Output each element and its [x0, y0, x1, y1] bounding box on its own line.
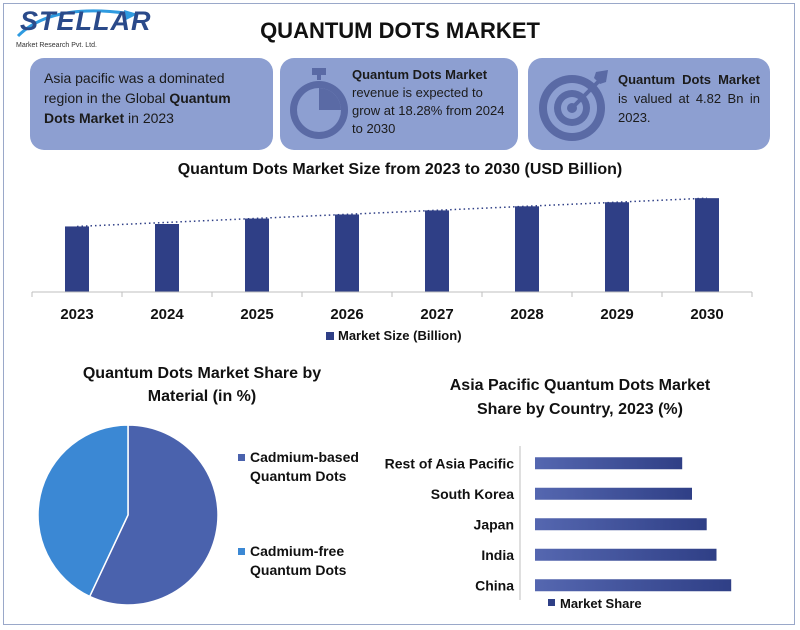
legend-swatch-market-size	[326, 332, 334, 340]
x-tick-label: 2029	[600, 306, 633, 323]
legend-label-market-size: Market Size (Billion)	[338, 328, 462, 343]
x-tick-label: 2023	[60, 306, 93, 323]
infographic-frame	[3, 3, 795, 625]
y-tick-label: South Korea	[431, 486, 514, 502]
hbar-india	[535, 548, 717, 561]
hbar-japan	[535, 518, 707, 531]
card-value-text-bold: Quantum Dots Market	[618, 72, 760, 87]
x-tick-label: 2026	[330, 306, 363, 323]
y-tick-label: India	[481, 547, 514, 563]
bar-2028	[515, 206, 539, 292]
x-tick-label: 2027	[420, 306, 453, 323]
card-region-text-post: in 2023	[124, 110, 174, 126]
card-growth-text: Quantum Dots Market revenue is expected …	[352, 66, 512, 138]
legend-label-cadmium-free-line1: Cadmium-free	[250, 543, 344, 559]
legend-label-market-share: Market Share	[560, 596, 642, 611]
legend-label-cadmium-based-line2: Quantum Dots	[250, 468, 347, 484]
pie-slice-cadmium-based	[88, 424, 219, 606]
x-tick-label: 2025	[240, 306, 273, 323]
bar-2026	[335, 214, 359, 292]
pie-slice-cadmium-free	[37, 424, 129, 598]
x-tick-label: 2030	[690, 306, 723, 323]
country-share-chart-title: Asia Pacific Quantum Dots Market Share b…	[449, 377, 711, 418]
card-region-text-pre: Asia pacific was a dominated region in t…	[44, 70, 225, 106]
card-growth-text-post: revenue is expected to grow at 18.28% fr…	[352, 85, 505, 136]
y-tick-label: China	[475, 577, 514, 593]
country-share-bar-chart: Rest of Asia Pacific South Korea Japan Indi…	[385, 446, 732, 611]
page-title: QUANTUM DOTS MARKET	[260, 18, 540, 43]
card-region-text: Asia pacific was a dominated region in t…	[44, 68, 259, 128]
bar-2029	[605, 202, 629, 292]
bar-2025	[245, 218, 269, 292]
info-card-growth: Quantum Dots Market revenue is expected …	[280, 58, 518, 150]
y-tick-label: Rest of Asia Pacific	[385, 455, 515, 471]
material-share-chart-title: Quantum Dots Market Share by Material (i…	[82, 365, 322, 405]
card-value-text: Quantum Dots Market is valued at 4.82 Bn…	[618, 70, 760, 127]
info-card-value: Quantum Dots Market is valued at 4.82 Bn…	[528, 58, 770, 150]
bar-2023	[65, 226, 89, 292]
legend-swatch-market-share	[548, 599, 555, 606]
hbar-china	[535, 579, 732, 592]
legend-label-cadmium-based-line1: Cadmium-based	[250, 449, 359, 465]
card-value-text-post: is valued at 4.82 Bn in 2023.	[618, 91, 760, 125]
x-tick-label: 2028	[510, 306, 543, 323]
target-icon	[539, 70, 608, 141]
legend-swatch-cadmium-free	[238, 548, 245, 555]
stellar-logo: STELLAR Market Research Pvt. Ltd.	[12, 6, 152, 54]
info-card-region: Asia pacific was a dominated region in t…	[30, 58, 273, 150]
legend-swatch-cadmium-based	[238, 454, 245, 461]
y-tick-label: Japan	[474, 516, 514, 532]
logo-swoosh-icon	[16, 9, 138, 38]
market-size-bar-chart: 2023 2024 2025 2026 2027 2028 2029 2030 Market …	[31, 197, 753, 343]
x-tick-label: 2024	[150, 306, 184, 323]
logo-wordmark: STELLAR	[20, 6, 152, 36]
stopwatch-icon	[290, 68, 348, 139]
card-region-text-bold: Quantum Dots Market	[44, 90, 231, 126]
hbar-rest-of-asia-pacific	[535, 457, 683, 470]
trendline	[76, 197, 708, 228]
bar-2030	[695, 198, 719, 292]
card-growth-text-bold: Quantum Dots Market	[352, 67, 488, 82]
bar-2024	[155, 224, 179, 292]
hbar-south-korea	[535, 487, 692, 500]
material-share-pie-chart: Cadmium-based Quantum Dots Cadmium-free …	[37, 424, 359, 606]
logo-subtitle: Market Research Pvt. Ltd.	[16, 42, 97, 49]
bar-2027	[425, 210, 449, 292]
market-size-chart-title: Quantum Dots Market Size from 2023 to 20…	[177, 161, 623, 178]
legend-label-cadmium-free-line2: Quantum Dots	[250, 562, 347, 578]
